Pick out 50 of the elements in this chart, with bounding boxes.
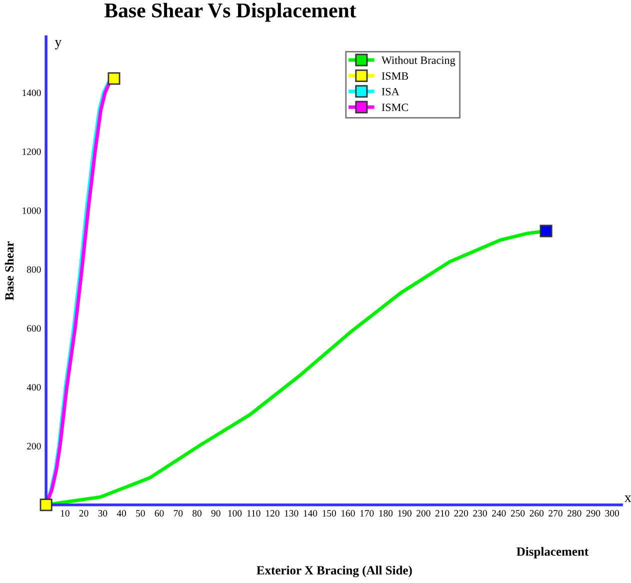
y-tick-label: 1200 bbox=[22, 148, 41, 156]
x-axis-title: Displacement bbox=[516, 547, 589, 558]
y-tick-label: 600 bbox=[27, 325, 41, 332]
x-tick-label: 100 bbox=[228, 510, 242, 517]
annotation: y bbox=[54, 40, 62, 50]
y-tick-label: 200 bbox=[27, 442, 41, 450]
y-axis-title: Base Shear bbox=[4, 241, 14, 300]
y-tick-label: 1400 bbox=[22, 90, 41, 96]
x-tick-label: 250 bbox=[510, 510, 525, 517]
legend-label: ISMC bbox=[382, 104, 408, 112]
x-tick-label: 20 bbox=[79, 510, 88, 517]
x-tick-label: 290 bbox=[586, 510, 600, 517]
x-tick-label: 260 bbox=[530, 510, 544, 517]
x-tick-label: 220 bbox=[454, 510, 468, 517]
y-tick-label: 800 bbox=[26, 266, 41, 273]
y-tick-label: 1000 bbox=[22, 207, 41, 214]
x-tick-label: 140 bbox=[304, 510, 318, 517]
x-tick-label: 80 bbox=[192, 510, 202, 517]
x-tick-label: 170 bbox=[360, 510, 374, 517]
x-tick-label: 10 bbox=[60, 510, 70, 517]
x-tick-label: 90 bbox=[211, 510, 220, 517]
x-tick-label: 50 bbox=[136, 510, 145, 517]
x-tick-label: 300 bbox=[605, 510, 620, 517]
x-tick-label: 270 bbox=[548, 510, 562, 517]
x-tick-label: 30 bbox=[98, 510, 108, 517]
x-tick-label: 200 bbox=[416, 510, 430, 517]
x-tick-label: 230 bbox=[473, 510, 487, 517]
point bbox=[540, 224, 552, 238]
x-tick-label: 120 bbox=[266, 510, 280, 517]
x-tick-label: 240 bbox=[492, 510, 506, 517]
x-tick-label: 210 bbox=[435, 510, 450, 517]
point bbox=[108, 72, 120, 85]
text: x bbox=[624, 496, 631, 502]
point bbox=[40, 498, 52, 512]
x-tick-label: 280 bbox=[568, 510, 582, 517]
x-tick-label: 40 bbox=[116, 510, 126, 517]
y-tick-label: 400 bbox=[26, 384, 41, 391]
x-tick-label: 150 bbox=[322, 510, 336, 517]
legend-label: Without Bracing bbox=[381, 56, 456, 66]
text: Exterior X Bracing (All Side) bbox=[256, 566, 412, 578]
x-tick-label: 180 bbox=[379, 510, 393, 517]
legend-label: ISA bbox=[382, 88, 400, 96]
x-tick-label: 130 bbox=[284, 510, 298, 517]
legend-label: ISMB bbox=[382, 72, 408, 80]
x-tick-label: 160 bbox=[342, 510, 355, 517]
chart-title: Base Shear Vs Displacement bbox=[104, 2, 356, 22]
x-tick-label: 70 bbox=[174, 510, 183, 517]
x-tick-label: 60 bbox=[154, 510, 164, 517]
x-tick-label: 190 bbox=[398, 510, 412, 517]
x-tick-label: 110 bbox=[247, 510, 260, 517]
